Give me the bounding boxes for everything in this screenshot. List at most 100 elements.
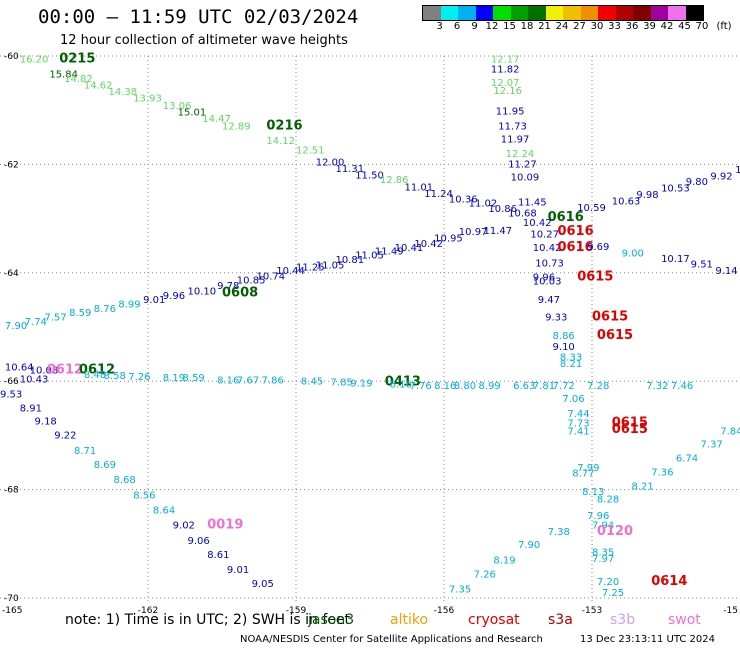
wave-height-label: 10.36 [449, 194, 478, 205]
wave-height-label: 7.26 [474, 569, 496, 580]
colorbar-tick-label: 39 [643, 21, 656, 32]
colorbar-swatch [423, 6, 441, 20]
wave-height-label: 12.07 [491, 78, 520, 89]
pass-time-label: 0616 [548, 210, 584, 225]
colorbar-swatch [510, 6, 528, 20]
wave-height-label: 11.73 [498, 122, 527, 133]
lat-label: -60 [4, 52, 19, 62]
wave-height-label: 14.47 [202, 114, 231, 125]
wave-height-label: 9.51 [691, 259, 713, 270]
wave-height-label: 9.47 [538, 295, 560, 306]
satellite-swot: swot [668, 612, 701, 628]
colorbar-swatch [528, 6, 546, 20]
satellite-altiko: altiko [390, 612, 429, 628]
wave-height-label: 10.27 [530, 230, 559, 241]
colorbar [422, 5, 704, 21]
wave-height-label: 7.74 [25, 317, 47, 328]
wave-height-label: 11.97 [501, 135, 530, 146]
wave-height-label: 7.84 [720, 426, 740, 437]
wave-height-label: 9.01 [143, 295, 165, 306]
colorbar-tick-label: 15 [503, 21, 516, 32]
wave-height-label: 11.27 [508, 160, 537, 171]
wave-height-label: 11.25 [296, 263, 325, 274]
wave-height-label: 10.42 [533, 243, 562, 254]
colorbar-tick-label: 27 [573, 21, 586, 32]
wave-height-label: 9.78 [217, 281, 239, 292]
wave-height-label: 10.10 [187, 286, 216, 297]
wave-height-label: 12.86 [380, 175, 409, 186]
wave-height-label: 8.64 [153, 505, 175, 516]
map-subtitle: 12 hour collection of altimeter wave hei… [60, 33, 348, 48]
wave-height-label: 8.33 [560, 353, 582, 364]
pass-time-label: 0120 [597, 524, 633, 539]
colorbar-swatch [493, 6, 511, 20]
lon-label: -165 [2, 606, 22, 616]
wave-height-label: 8.48 [84, 370, 106, 381]
wave-height-label: 7.99 [577, 463, 599, 474]
wave-height-label: 7.94 [592, 521, 614, 532]
wave-height-label: 9.06 [187, 536, 209, 547]
wave-height-label: 7.85 [331, 378, 353, 389]
wave-height-label: 9.80 [686, 177, 708, 188]
wave-height-label: 12.51 [296, 146, 325, 157]
wave-height-label: 10.17 [735, 165, 740, 176]
pass-time-label: 0615 [592, 309, 628, 324]
wave-height-label: 10.64 [5, 362, 34, 373]
wave-height-label: 16.20 [20, 55, 49, 66]
colorbar-tick-label: 36 [625, 21, 639, 32]
wave-height-label: 9.96 [533, 272, 555, 283]
wave-height-label: 11.49 [375, 246, 404, 257]
wave-height-label: 14.62 [84, 81, 113, 92]
wave-height-label: 8.86 [553, 331, 575, 342]
pass-time-label: 0614 [651, 574, 687, 589]
wave-height-label: 9.10 [553, 342, 575, 353]
wave-height-label: 10.08 [30, 366, 59, 377]
lon-label: -162 [138, 606, 158, 616]
wave-height-label: 7.25 [602, 588, 624, 599]
pass-time-label: 0413 [385, 375, 421, 390]
wave-height-label: 9.96 [163, 291, 185, 302]
generated-timestamp: 13 Dec 23:13:11 UTC 2024 [580, 634, 715, 645]
pass-time-label: 0612 [79, 363, 115, 378]
wave-height-label: 8.56 [133, 490, 155, 501]
wave-height-label: 8.21 [631, 482, 653, 493]
wave-height-label: 9.05 [252, 579, 274, 590]
wave-height-label: 11.31 [335, 164, 364, 175]
wave-height-label: 10.68 [508, 208, 537, 219]
wave-height-label: 15.01 [178, 108, 207, 119]
wave-height-label: 8.80 [454, 381, 476, 392]
wave-height-label: 10.42 [523, 218, 552, 229]
wave-height-label: 7.44 [567, 409, 589, 420]
colorbar-swatch [633, 6, 651, 20]
satellite-cryosat: cryosat [468, 612, 520, 628]
wave-height-label: 10.43 [20, 374, 49, 385]
wave-height-label: 9.69 [587, 242, 609, 253]
lat-label: -66 [4, 377, 19, 387]
wave-height-label: 11.02 [469, 199, 498, 210]
wave-height-label: 7.20 [597, 577, 619, 588]
wave-height-label: 10.85 [237, 276, 266, 287]
wave-height-label: 8.19 [163, 373, 185, 384]
wave-height-label: 9.33 [545, 312, 567, 323]
colorbar-tick-label: 12 [485, 21, 499, 32]
wave-height-label: 7.72 [553, 381, 575, 392]
wave-height-label: 8.16 [217, 375, 239, 386]
wave-height-label: 12.24 [506, 149, 535, 160]
wave-height-label: 12.89 [222, 122, 251, 133]
colorbar-tick-label: 42 [660, 21, 674, 32]
wave-height-label: 7.67 [237, 375, 259, 386]
wave-height-label: 7.26 [128, 372, 150, 383]
wave-height-label: 9.98 [636, 190, 658, 201]
colorbar-swatch [440, 6, 458, 20]
lon-label: -156 [434, 606, 455, 616]
lat-label: -64 [4, 269, 19, 279]
colorbar-tick-label: 33 [608, 21, 621, 32]
colorbar-tick-label: 3 [436, 21, 443, 32]
wave-height-label: 11.05 [316, 260, 345, 271]
pass-time-label: 0019 [207, 518, 243, 533]
colorbar-swatch [650, 6, 668, 20]
wave-height-label: 12.16 [493, 86, 522, 97]
pass-time-label: 0608 [222, 286, 258, 301]
wave-height-label: 8.58 [104, 371, 126, 382]
colorbar-tick-label: 6 [453, 21, 461, 32]
